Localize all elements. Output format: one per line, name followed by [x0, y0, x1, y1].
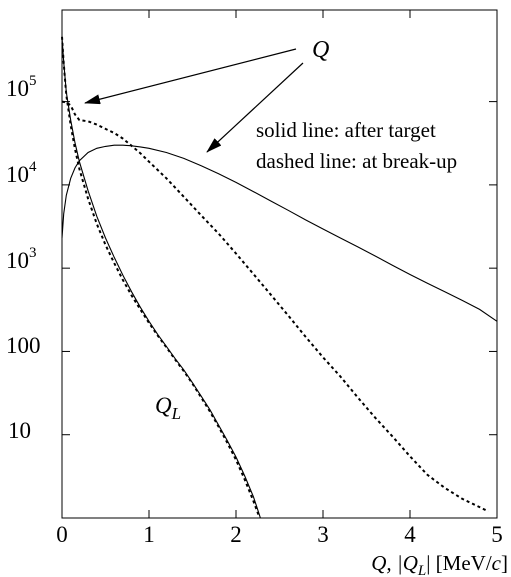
y-tick-label-1e3: 103 — [6, 245, 37, 273]
series-line-0 — [61, 144, 498, 322]
series-line-2 — [61, 36, 261, 519]
series-line-1 — [61, 100, 489, 513]
plot-frame — [61, 9, 498, 519]
x-tick-label-4: 4 — [404, 522, 416, 547]
series-group — [61, 36, 498, 519]
series-line-3 — [61, 36, 261, 519]
x-tick-label-3: 3 — [317, 522, 329, 547]
annotation-arrow-to-dashed — [84, 48, 297, 105]
y-tick-label-1e4: 104 — [6, 159, 37, 187]
x-tick-label-2: 2 — [230, 522, 242, 547]
annotation-arrow-to-solid — [206, 62, 304, 153]
annotation-ql: QL — [155, 393, 181, 423]
x-tick-label-5: 5 — [491, 522, 503, 547]
legend-solid-text: solid line: after target — [256, 118, 436, 142]
x-tick-label-0: 0 — [56, 522, 68, 547]
y-tick-label-100: 100 — [6, 333, 41, 358]
y-tick-label-1e5: 105 — [6, 73, 37, 101]
x-tick-label-1: 1 — [143, 522, 155, 547]
x-axis-label: Q, |QL| [MeV/c] — [371, 551, 508, 577]
y-tick-label-10: 10 — [8, 418, 31, 443]
legend-dashed-text: dashed line: at break-up — [256, 149, 457, 173]
ticks — [61, 10, 498, 518]
annotation-q: Q — [312, 37, 329, 63]
